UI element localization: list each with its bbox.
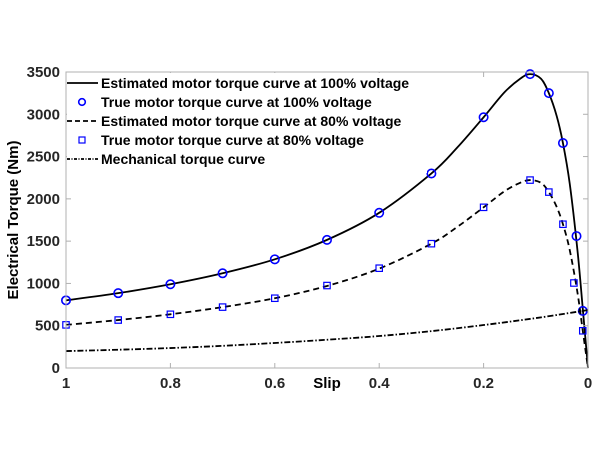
y-tick-label: 2500 xyxy=(27,149,60,166)
data-point-square xyxy=(479,203,488,212)
y-tick-label: 500 xyxy=(35,318,60,335)
data-point-square xyxy=(375,264,384,273)
data-point-square xyxy=(545,188,553,196)
y-tick-label: 1000 xyxy=(27,275,60,292)
series-4 xyxy=(65,309,590,352)
data-point-circle xyxy=(217,268,228,279)
series-line-dashed xyxy=(65,179,589,369)
legend-label: True motor torque curve at 100% voltage xyxy=(101,94,372,110)
legend-label: True motor torque curve at 80% voltage xyxy=(101,132,364,148)
y-tick-label: 3500 xyxy=(27,64,60,81)
y-tick-label: 3000 xyxy=(27,106,60,123)
data-point-square xyxy=(570,279,578,287)
data-point-square xyxy=(114,316,123,324)
data-point-circle xyxy=(426,168,437,179)
data-point-square xyxy=(427,239,436,248)
x-tick-label: 0.4 xyxy=(369,375,391,392)
data-point-square xyxy=(166,310,175,319)
data-point-circle xyxy=(321,234,332,245)
y-tick-label: 2000 xyxy=(27,191,60,208)
data-point-square xyxy=(526,176,534,184)
legend-item: True motor torque curve at 100% voltage xyxy=(77,94,372,110)
data-point-square xyxy=(218,303,227,311)
data-point-circle xyxy=(543,88,554,99)
legend-marker-square xyxy=(78,136,86,144)
x-tick-label: 1 xyxy=(62,375,70,392)
data-point-square xyxy=(271,294,279,303)
legend-label: Estimated motor torque curve at 100% vol… xyxy=(101,75,409,91)
y-axis-label: Electrical Torque (Nm) xyxy=(5,141,22,300)
legend-item: Mechanical torque curve xyxy=(67,151,265,167)
data-point-circle xyxy=(571,231,582,242)
legend-item: True motor torque curve at 80% voltage xyxy=(78,132,364,148)
data-point-circle xyxy=(113,288,124,299)
data-point-circle xyxy=(269,254,280,265)
y-tick-label: 1500 xyxy=(27,233,60,250)
x-axis-label: Slip xyxy=(313,375,341,392)
legend-label: Estimated motor torque curve at 80% volt… xyxy=(101,113,402,129)
legend-marker-circle xyxy=(77,97,87,107)
y-tick-label: 0 xyxy=(52,360,60,377)
legend: Estimated motor torque curve at 100% vol… xyxy=(67,73,427,173)
series-2 xyxy=(65,179,589,369)
data-point-square xyxy=(323,281,331,290)
series-line-solid xyxy=(65,73,589,369)
legend-background xyxy=(67,73,427,173)
y-tick-labels: 0 500 1000 1500 2000 2500 3000 3500 xyxy=(27,64,60,377)
series-line-dashdot xyxy=(65,309,590,352)
data-point-square xyxy=(559,220,567,229)
x-tick-labels: 1 0.8 0.6 0.4 0.2 0 xyxy=(62,375,592,392)
data-point-circle xyxy=(557,138,568,149)
legend-label: Mechanical torque curve xyxy=(101,151,265,167)
series-0 xyxy=(65,73,589,369)
data-point-circle xyxy=(525,69,536,80)
axes-box xyxy=(65,71,589,369)
data-point-circle xyxy=(374,207,385,218)
ticks-layer xyxy=(65,71,589,369)
data-point-square xyxy=(578,326,587,335)
legend-item: Estimated motor torque curve at 80% volt… xyxy=(67,113,402,129)
x-tick-label: 0.2 xyxy=(473,375,494,392)
legend-item: Estimated motor torque curve at 100% vol… xyxy=(67,75,409,91)
x-tick-label: 0.6 xyxy=(264,375,285,392)
x-tick-label: 0 xyxy=(584,375,592,392)
data-point-circle xyxy=(165,279,176,290)
data-point-circle xyxy=(478,112,489,123)
x-tick-label: 0.8 xyxy=(160,375,181,392)
